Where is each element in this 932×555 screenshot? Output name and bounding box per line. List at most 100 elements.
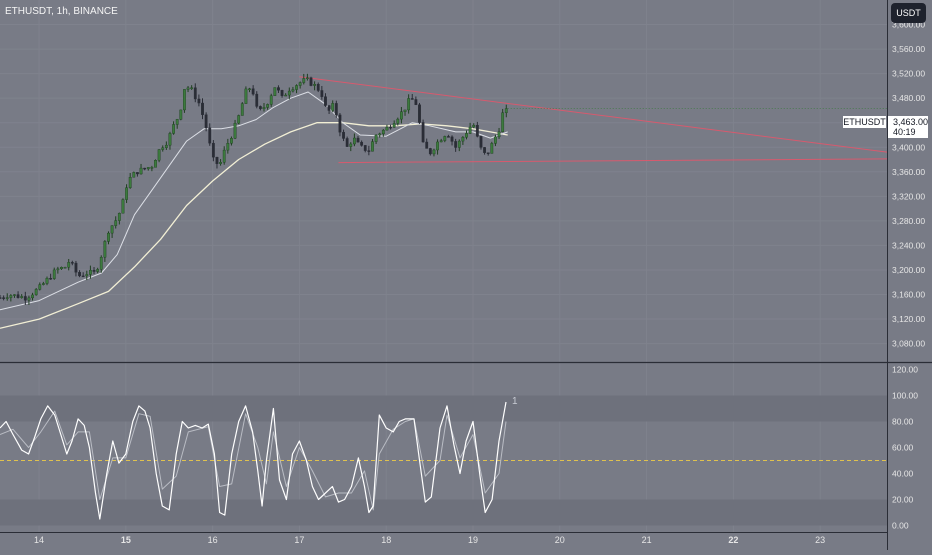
candle-up — [490, 143, 494, 154]
price-axis-tick-label: 3,080.00 — [892, 339, 925, 349]
candle-down — [251, 88, 255, 95]
candle-down — [0, 297, 2, 299]
candle-up — [331, 103, 335, 111]
candle-up — [240, 103, 244, 116]
candle-down — [309, 77, 313, 86]
candle-up — [186, 87, 190, 90]
time-axis-tick-label: 17 — [294, 535, 304, 545]
candle-up — [63, 267, 67, 269]
price-axis-tick-label: 3,480.00 — [892, 93, 925, 103]
candle-up — [128, 177, 132, 188]
candle-down — [211, 142, 215, 158]
candle-up — [291, 89, 295, 92]
candle-down — [143, 167, 147, 170]
candle-up — [222, 149, 226, 163]
candle-up — [139, 167, 143, 175]
candle-down — [360, 141, 364, 146]
price-axis-tick-label: 3,160.00 — [892, 290, 925, 300]
candle-down — [421, 122, 425, 143]
candle-up — [20, 296, 24, 298]
candle-up — [190, 87, 194, 89]
candle-down — [475, 125, 479, 137]
candle-up — [146, 167, 150, 170]
price-axis-tick-label: 3,240.00 — [892, 240, 925, 250]
candle-up — [273, 87, 277, 96]
candle-up — [248, 88, 251, 90]
moving-average-slow — [0, 122, 508, 329]
candle-up — [168, 133, 172, 146]
chart-symbol-title: ETHUSDT, 1h, BINANCE — [5, 6, 118, 17]
candle-up — [233, 122, 237, 139]
candle-up — [385, 126, 389, 131]
candle-up — [56, 268, 60, 271]
candle-up — [9, 295, 13, 298]
candle-down — [16, 294, 20, 298]
candle-up — [125, 187, 128, 200]
price-axis-tick-label: 3,600.00 — [892, 20, 925, 30]
candle-up — [465, 133, 468, 138]
candle-up — [96, 269, 100, 272]
currency-button[interactable]: USDT — [891, 3, 926, 23]
candle-up — [381, 129, 385, 135]
price-symbol-text: ETHUSDT — [843, 117, 886, 127]
time-axis-tick-label: 22 — [728, 535, 738, 545]
candle-up — [103, 241, 107, 258]
candle-down — [327, 105, 331, 111]
candle-up — [157, 149, 161, 161]
candle-up — [400, 111, 403, 120]
candle-up — [494, 136, 497, 144]
candle-down — [78, 272, 81, 277]
candle-up — [371, 141, 374, 152]
candle-up — [121, 199, 125, 214]
candle-up — [110, 225, 114, 234]
candle-up — [262, 107, 266, 109]
stoch-axis-tick-label: 40.00 — [892, 469, 914, 479]
candle-down — [479, 136, 483, 148]
candle-up — [89, 269, 92, 275]
candle-up — [396, 118, 400, 124]
candle-up — [27, 297, 31, 301]
candle-down — [418, 104, 421, 123]
candle-down — [92, 269, 96, 272]
stoch-band — [0, 499, 887, 526]
candle-down — [215, 156, 219, 164]
candle-up — [164, 144, 168, 148]
candle-down — [81, 275, 85, 278]
trendline-lower — [338, 158, 888, 164]
candle-down — [389, 126, 392, 129]
time-axis-tick-label: 18 — [381, 535, 391, 545]
candle-up — [41, 283, 45, 285]
candle-down — [342, 131, 345, 139]
time-axis-tick-label: 21 — [642, 535, 652, 545]
time-axis-tick-label: 23 — [815, 535, 825, 545]
candle-up — [349, 143, 353, 147]
price-axis-tick-label: 3,200.00 — [892, 265, 925, 275]
candle-down — [410, 98, 414, 100]
stoch-axis-tick-label: 0.00 — [892, 521, 909, 531]
stoch-axis-tick-label: 80.00 — [892, 417, 914, 427]
price-axis-tick-label: 3,360.00 — [892, 167, 925, 177]
candle-down — [197, 98, 201, 104]
candle-up — [392, 123, 396, 128]
trendline-upper — [299, 76, 888, 153]
time-axis-tick-label: 16 — [208, 535, 218, 545]
candle-down — [334, 103, 338, 116]
stoch-axis-tick-label: 60.00 — [892, 443, 914, 453]
stoch-axis-tick-label: 120.00 — [892, 365, 918, 375]
candle-down — [414, 99, 418, 105]
candle-down — [277, 87, 280, 91]
price-axis-tick-label: 3,520.00 — [892, 69, 925, 79]
candle-up — [67, 262, 71, 268]
price-countdown-text: 40:19 — [893, 127, 916, 137]
candle-up — [432, 149, 436, 155]
candle-down — [280, 90, 284, 96]
candle-up — [295, 85, 298, 90]
candle-up — [114, 220, 118, 226]
candle-up — [150, 167, 154, 169]
candle-down — [316, 84, 320, 91]
candle-up — [237, 115, 241, 124]
candle-up — [179, 109, 183, 120]
